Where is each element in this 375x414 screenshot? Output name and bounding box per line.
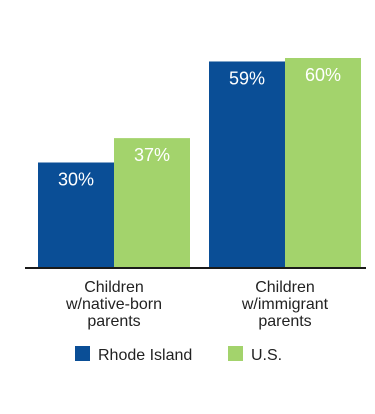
legend-swatch-rhode-island (75, 346, 90, 361)
category-label: Children (255, 279, 315, 296)
data-label: 30% (58, 170, 94, 190)
category-label: parents (87, 313, 140, 330)
legend-label: Rhode Island (98, 347, 192, 364)
category-label: w/native-born (65, 296, 162, 313)
category-label: parents (258, 313, 311, 330)
data-label: 37% (134, 145, 170, 165)
legend-swatch-us (228, 346, 243, 361)
bar-rhode-island-1 (38, 162, 114, 267)
category-labels: Childrenw/native-bornparentsChildrenw/im… (65, 279, 329, 330)
bar-rhode-island-2 (209, 61, 285, 267)
category-label: Children (84, 279, 144, 296)
legend-label: U.S. (251, 347, 282, 364)
bar-us-1 (114, 138, 190, 267)
bars-group: 30% 59% 37% 60% (38, 58, 361, 267)
data-label: 59% (229, 68, 265, 88)
category-label: w/immigrant (241, 296, 329, 313)
data-label: 60% (305, 65, 341, 85)
legend: Rhode Island U.S. (75, 346, 282, 364)
bar-us-2 (285, 58, 361, 267)
